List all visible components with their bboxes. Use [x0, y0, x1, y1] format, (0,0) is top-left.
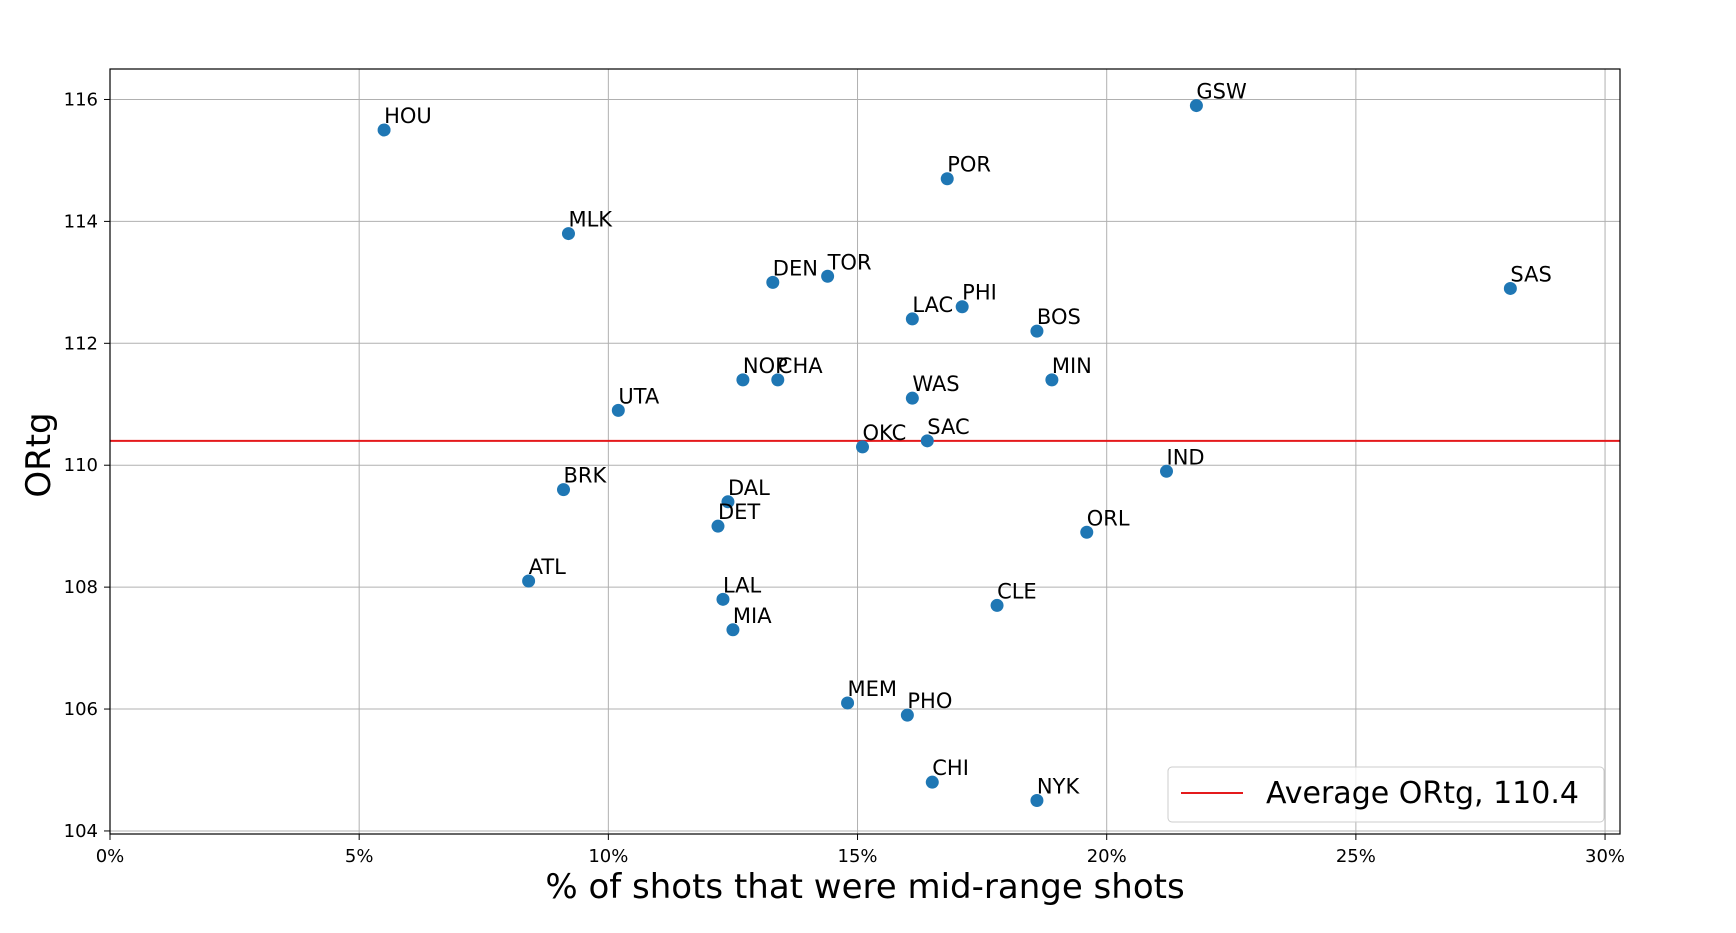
point-label-mlk: MLK	[568, 208, 613, 232]
data-point-sac	[920, 434, 934, 448]
data-point-mia	[726, 623, 740, 637]
data-point-mlk	[561, 227, 575, 241]
data-point-dal	[721, 495, 735, 509]
point-label-okc: OKC	[863, 421, 907, 445]
data-point-gsw	[1189, 99, 1203, 113]
data-point-phi	[955, 300, 969, 314]
data-point-nyk	[1030, 793, 1044, 807]
point-label-sac: SAC	[927, 415, 969, 439]
point-label-lac: LAC	[912, 293, 953, 317]
y-tick-label: 106	[64, 699, 98, 720]
x-tick-label: 30%	[1585, 846, 1625, 867]
x-tick-label: 20%	[1087, 846, 1127, 867]
point-label-min: MIN	[1052, 354, 1092, 378]
data-point-cha	[771, 373, 785, 387]
data-point-cle	[990, 598, 1004, 612]
x-tick-label: 15%	[838, 846, 878, 867]
point-label-uta: UTA	[618, 384, 660, 408]
point-label-nop: NOP	[743, 354, 788, 378]
x-tick-label: 0%	[96, 846, 125, 867]
point-label-por: POR	[947, 153, 991, 177]
plot-frame	[109, 68, 1621, 835]
y-axis-title: ORtg	[19, 412, 59, 497]
point-label-was: WAS	[912, 372, 959, 396]
data-point-mem	[841, 696, 855, 710]
point-label-brk: BRK	[563, 464, 607, 488]
data-point-hou	[377, 123, 391, 137]
data-point-lal	[716, 592, 730, 606]
data-point-nop	[736, 373, 750, 387]
point-label-bos: BOS	[1037, 305, 1081, 329]
point-label-atl: ATL	[529, 555, 567, 579]
point-label-tor: TOR	[827, 250, 872, 274]
data-point-orl	[1080, 525, 1094, 539]
data-point-ind	[1160, 464, 1174, 478]
point-label-ind: IND	[1167, 445, 1205, 469]
y-tick-label: 112	[64, 333, 98, 354]
data-point-tor	[821, 269, 835, 283]
y-tick-label: 116	[64, 89, 98, 110]
data-point-uta	[611, 403, 625, 417]
gridlines	[109, 69, 1620, 834]
data-point-sas	[1503, 281, 1517, 295]
x-tick-label: 5%	[345, 846, 374, 867]
point-label-gsw: GSW	[1196, 80, 1247, 104]
x-axis-title: % of shots that were mid-range shots	[545, 867, 1184, 907]
point-label-det: DET	[718, 500, 760, 524]
data-points	[377, 99, 1517, 807]
data-point-was	[905, 391, 919, 405]
point-label-nyk: NYK	[1037, 774, 1081, 798]
point-label-cle: CLE	[997, 579, 1037, 603]
point-label-mia: MIA	[733, 604, 772, 628]
y-tick-label: 110	[64, 455, 98, 476]
data-point-den	[766, 275, 780, 289]
point-label-dal: DAL	[728, 476, 770, 500]
legend-label: Average ORtg, 110.4	[1266, 776, 1579, 811]
data-point-min	[1045, 373, 1059, 387]
x-tick-label: 10%	[588, 846, 628, 867]
point-label-lal: LAL	[723, 573, 762, 597]
point-label-pho: PHO	[907, 689, 952, 713]
data-point-chi	[925, 775, 939, 789]
y-tick-label: 104	[64, 821, 98, 842]
point-label-sas: SAS	[1510, 262, 1551, 286]
data-point-brk	[556, 483, 570, 497]
x-axis-ticks: 0% 5% 10% 15% 20% 25% 30%	[96, 834, 1625, 867]
legend: Average ORtg, 110.4	[1167, 766, 1605, 823]
point-label-phi: PHI	[962, 281, 997, 305]
y-tick-label: 108	[64, 577, 98, 598]
point-label-mem: MEM	[848, 677, 898, 701]
y-tick-label: 114	[64, 211, 98, 232]
point-label-cha: CHA	[778, 354, 823, 378]
point-label-orl: ORL	[1087, 506, 1130, 530]
data-point-bos	[1030, 324, 1044, 338]
point-label-chi: CHI	[932, 756, 969, 780]
data-point-det	[711, 519, 725, 533]
data-point-okc	[856, 440, 870, 454]
point-label-hou: HOU	[384, 104, 432, 128]
point-label-den: DEN	[773, 256, 818, 280]
y-axis-ticks: 104 106 108 110 112 114 116	[64, 89, 110, 842]
data-point-lac	[905, 312, 919, 326]
data-point-por	[940, 172, 954, 186]
legend-box	[1167, 766, 1605, 823]
data-point-atl	[522, 574, 536, 588]
data-point-pho	[900, 708, 914, 722]
x-tick-label: 25%	[1336, 846, 1376, 867]
